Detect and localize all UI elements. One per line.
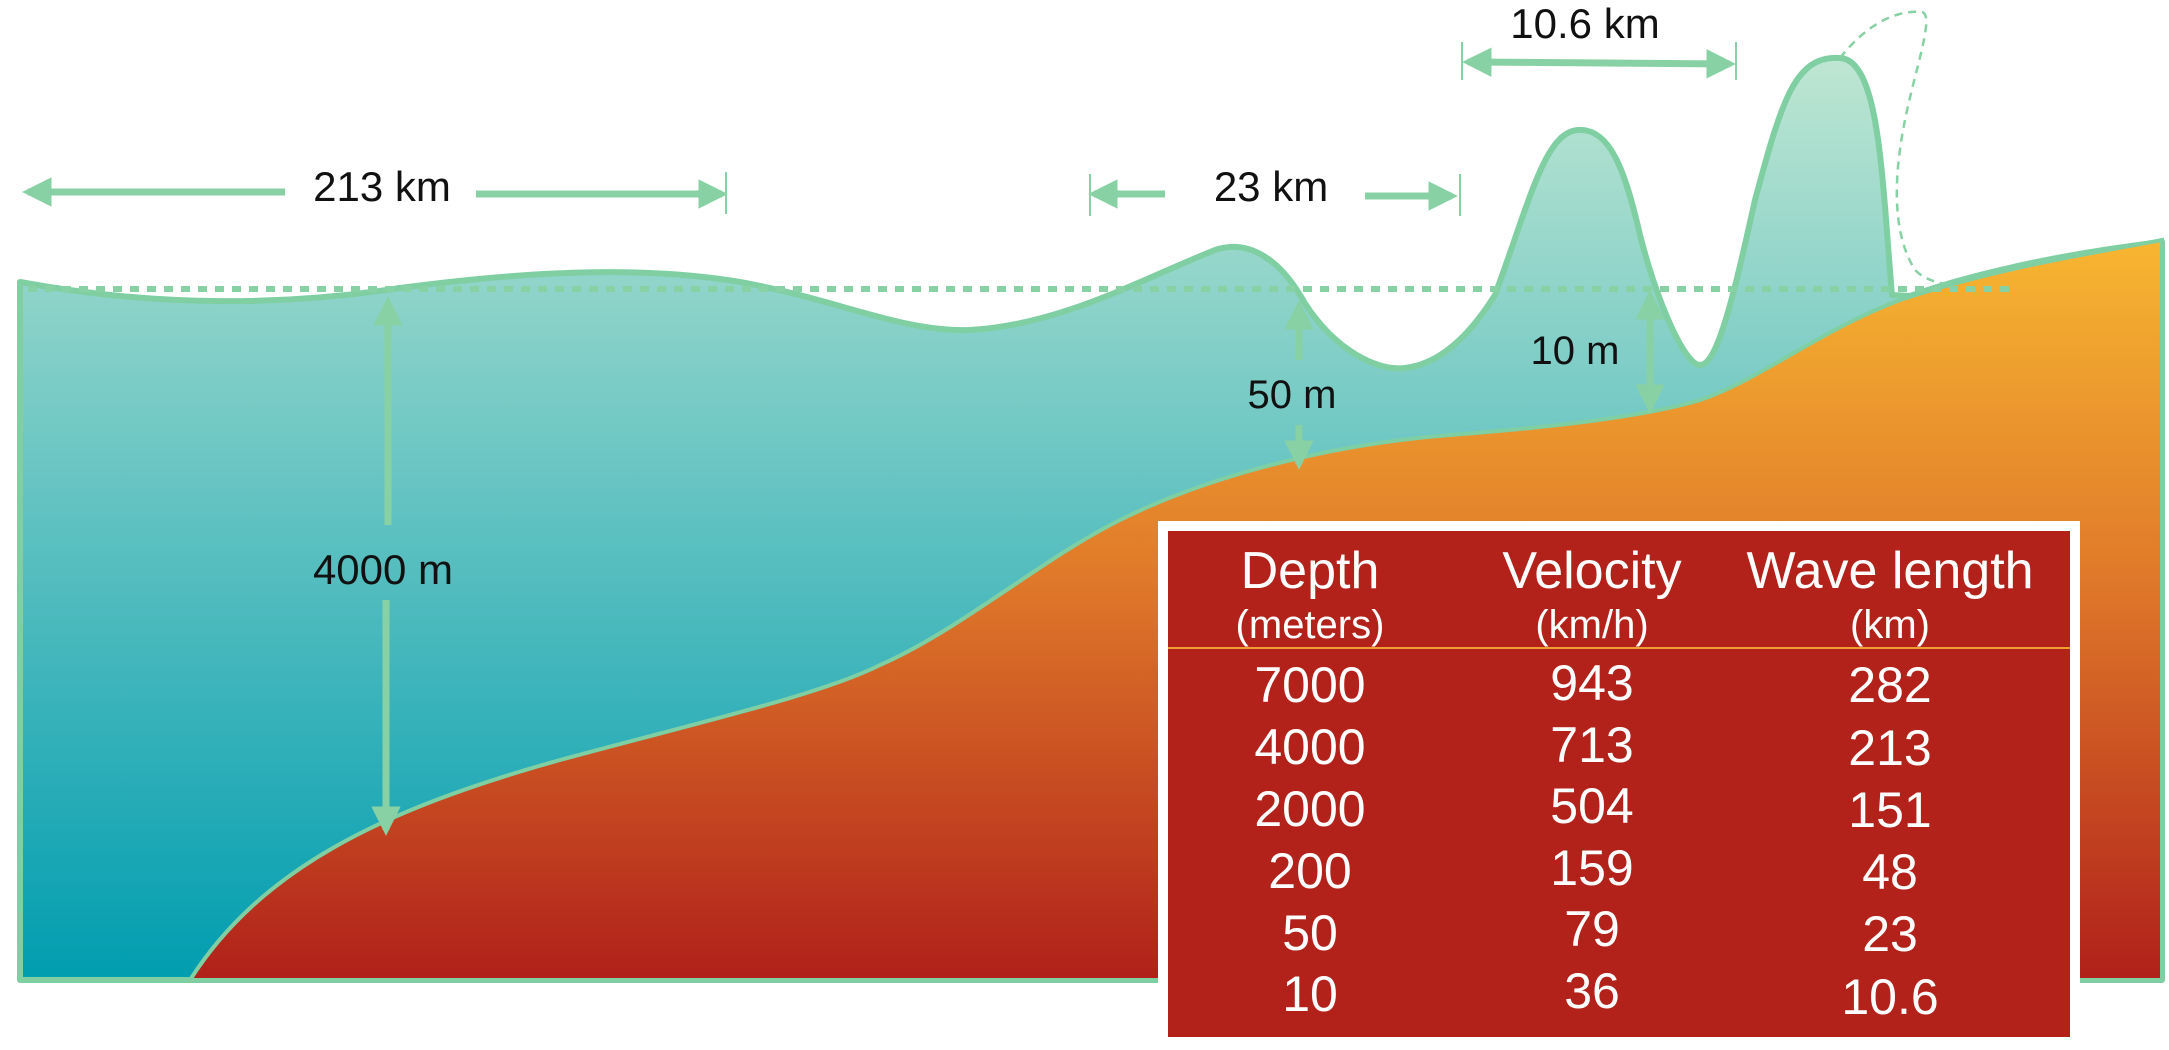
cell-depth: 7000 <box>1254 657 1365 713</box>
depth-label-shallow: 10 m <box>1531 329 1620 373</box>
column-header-wavelength: Wave length <box>1746 542 2033 600</box>
depth-arrow-deep <box>371 296 403 836</box>
wavelength-label-deep: 213 km <box>313 163 451 210</box>
cell-wavelength: 23 <box>1862 906 1918 962</box>
column-header-velocity: Velocity <box>1502 542 1681 600</box>
cell-depth: 200 <box>1268 843 1351 899</box>
depth-label-deep: 4000 m <box>313 546 453 593</box>
cell-wavelength: 48 <box>1862 844 1918 900</box>
wavelength-arrow-deep <box>22 172 728 214</box>
table-row: 10 36 10.6 <box>1282 963 1938 1025</box>
wavelength-arrow-shallow <box>1461 42 1737 80</box>
depth-label-mid: 50 m <box>1248 373 1337 417</box>
cell-wavelength: 151 <box>1848 782 1931 838</box>
cell-wavelength: 10.6 <box>1841 969 1938 1025</box>
cell-velocity: 504 <box>1550 778 1633 834</box>
table-row: 200 159 48 <box>1268 840 1918 900</box>
table-row: 4000 713 213 <box>1254 717 1931 776</box>
table-row: 50 79 23 <box>1282 901 1918 962</box>
column-unit-depth: (meters) <box>1236 603 1385 647</box>
cell-velocity: 79 <box>1564 901 1620 957</box>
column-header-depth: Depth <box>1241 542 1380 600</box>
cell-velocity: 36 <box>1564 963 1620 1019</box>
column-unit-velocity: (km/h) <box>1535 603 1648 647</box>
breaking-wave-outline <box>1839 10 2006 287</box>
table-background <box>1158 521 2080 1047</box>
cell-depth: 2000 <box>1254 781 1365 837</box>
cell-velocity: 943 <box>1550 655 1633 711</box>
cell-wavelength: 213 <box>1848 720 1931 776</box>
cell-velocity: 713 <box>1550 717 1633 773</box>
data-table: Depth (meters) Velocity (km/h) Wave leng… <box>1158 521 2080 1047</box>
wavelength-label-shallow: 10.6 km <box>1510 0 1659 47</box>
column-unit-wavelength: (km) <box>1850 603 1930 647</box>
table-row: 7000 943 282 <box>1254 655 1931 713</box>
wavelength-arrow-mid <box>1088 174 1461 216</box>
wavelength-label-mid: 23 km <box>1214 163 1328 210</box>
table-row: 2000 504 151 <box>1254 778 1931 838</box>
cell-velocity: 159 <box>1550 840 1633 896</box>
cell-depth: 4000 <box>1254 719 1365 775</box>
cell-depth: 10 <box>1282 966 1338 1022</box>
cell-wavelength: 282 <box>1848 657 1931 713</box>
cell-depth: 50 <box>1282 905 1338 961</box>
